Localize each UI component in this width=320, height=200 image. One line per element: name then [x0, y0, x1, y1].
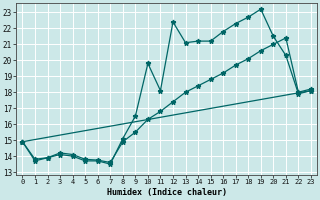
X-axis label: Humidex (Indice chaleur): Humidex (Indice chaleur): [107, 188, 227, 197]
